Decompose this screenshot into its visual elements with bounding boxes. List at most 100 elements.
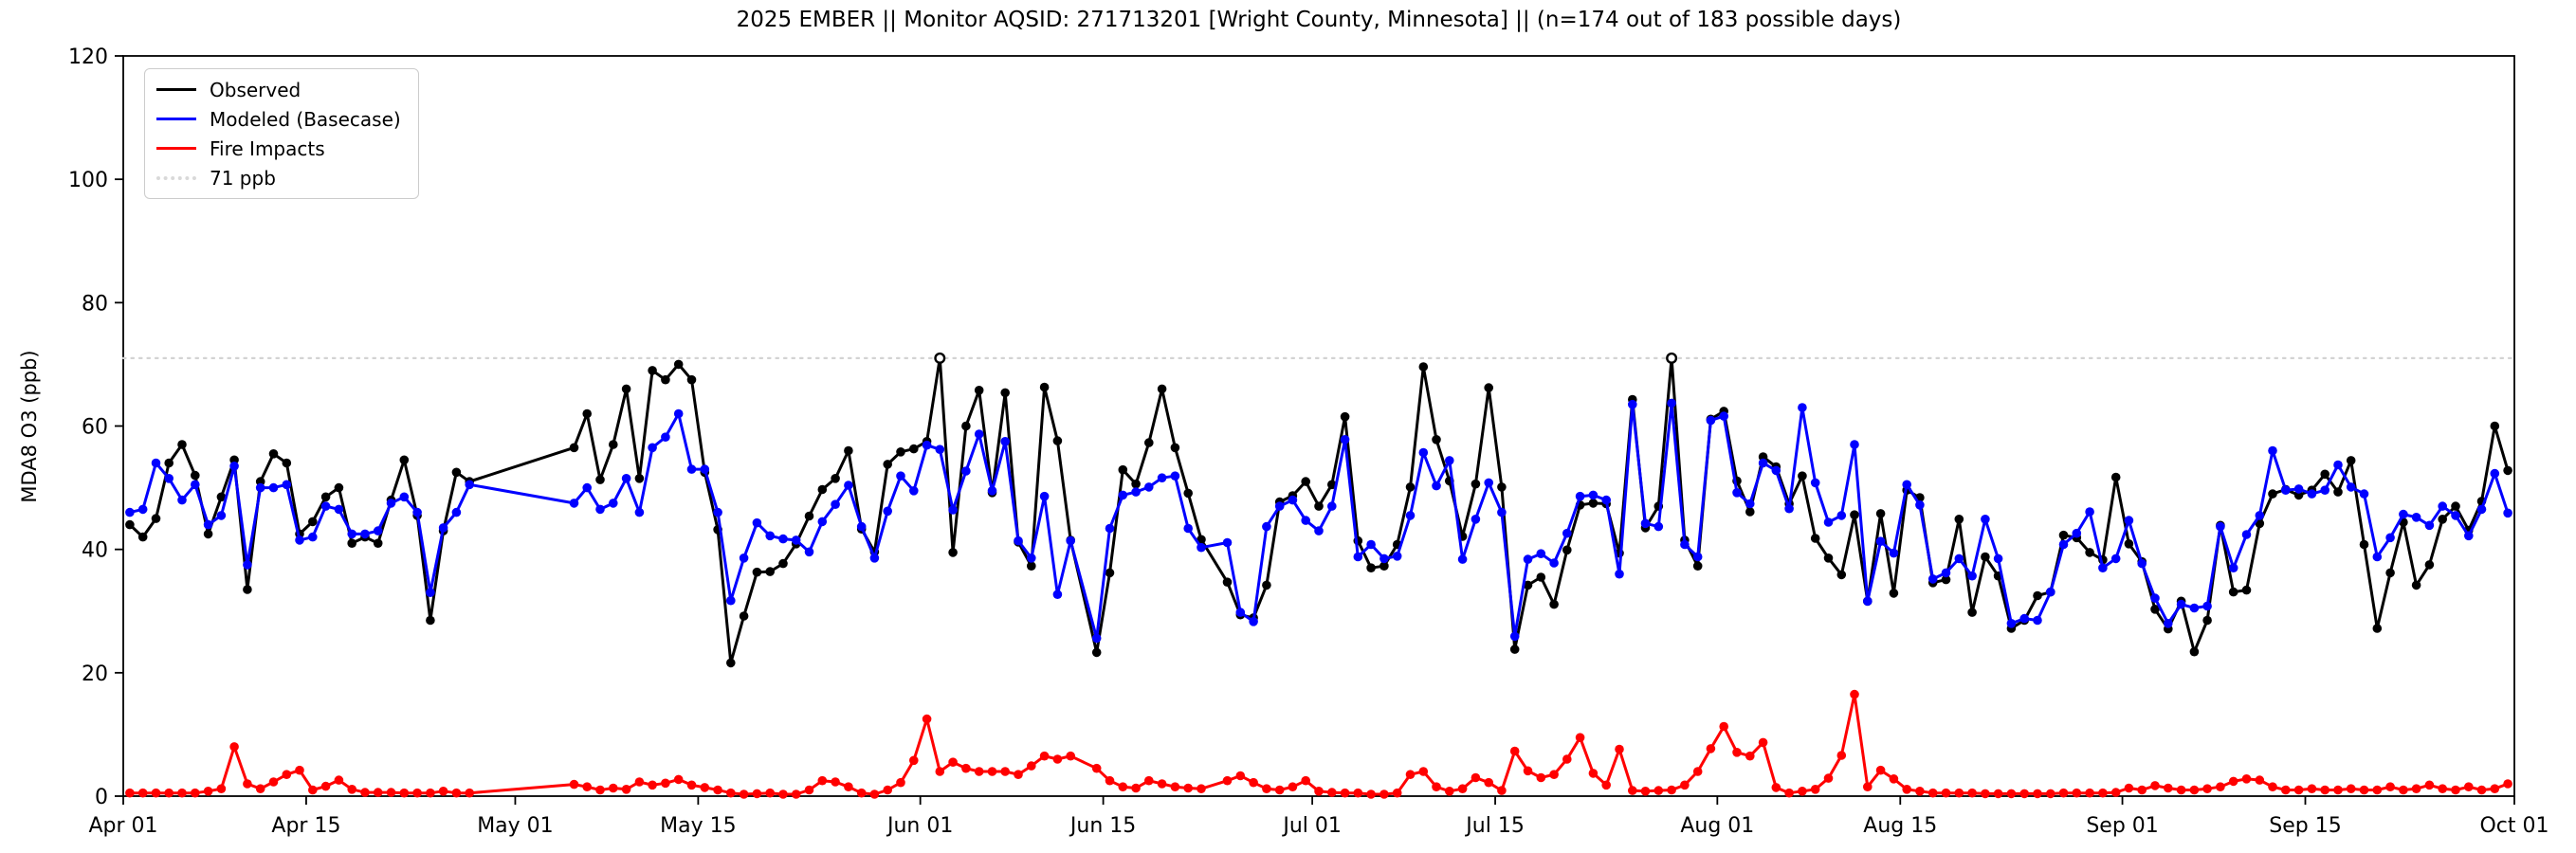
modeled-point (673, 408, 684, 419)
modeled-point (426, 588, 435, 597)
modeled-point (2124, 516, 2134, 525)
observed-point (243, 585, 252, 594)
observed-point (883, 460, 892, 469)
modeled-point (1640, 518, 1651, 529)
fire-impacts-point (1902, 785, 1911, 794)
legend-label-fire: Fire Impacts (210, 136, 325, 160)
fire-impacts-point (700, 783, 710, 792)
fire-impacts-point (726, 788, 736, 798)
fire-impacts-point (1340, 788, 1350, 798)
observed-point (1405, 482, 1416, 492)
fire-impacts-point (1706, 744, 1716, 753)
fire-impacts-point (1379, 789, 1389, 799)
modeled-point (151, 458, 161, 468)
modeled-point (1144, 482, 1154, 492)
modeled-point (752, 517, 762, 528)
modeled-point (2333, 460, 2343, 470)
fire-impacts-point (1798, 787, 1807, 796)
observed-point (2359, 539, 2369, 550)
modeled-point (1915, 500, 1925, 510)
fire-impacts-point (582, 782, 592, 791)
observed-point (347, 538, 357, 548)
fire-impacts-point (137, 788, 148, 798)
modeled-point (282, 480, 292, 490)
observed-point (1170, 443, 1180, 453)
modeled-point (412, 507, 422, 517)
modeled-point (2228, 563, 2238, 572)
modeled-point (2411, 513, 2421, 522)
modeled-point (1798, 403, 1807, 412)
modeled-point (661, 432, 670, 443)
modeled-point (2058, 539, 2069, 550)
observed-point (1144, 438, 1154, 447)
observed-point (2503, 465, 2512, 476)
modeled-point (1392, 552, 1402, 561)
x-axis-tick-label: Jul 15 (1464, 814, 1525, 838)
fire-impacts-point (2072, 788, 2082, 798)
observed-point (1836, 570, 1847, 580)
fire-impacts-point (1274, 785, 1285, 795)
modeled-point (922, 440, 932, 450)
fire-impacts-point (1588, 769, 1599, 778)
observed-point (661, 374, 670, 385)
modeled-point (1601, 495, 1611, 505)
modeled-point (987, 486, 997, 496)
modeled-point (1157, 473, 1167, 483)
fire-impacts-point (2216, 782, 2225, 791)
observed-point (2189, 646, 2200, 657)
observed-point (686, 374, 697, 385)
modeled-point (1954, 554, 1964, 564)
observed-point (1366, 563, 1376, 572)
observed-point (1850, 510, 1859, 519)
modeled-point (1301, 516, 1310, 525)
threshold-line-sample-icon (156, 175, 196, 180)
observed-point (151, 514, 161, 523)
modeled-point (2424, 520, 2435, 531)
fire-impacts-point (1823, 773, 1834, 783)
modeled-point (1523, 554, 1533, 564)
fire-impacts-point (2320, 785, 2329, 795)
modeled-point (2255, 511, 2265, 520)
fire-impacts-point (1850, 689, 1859, 699)
fire-impacts-point (2150, 781, 2160, 790)
fire-impacts-point (648, 780, 657, 790)
modeled-point (386, 499, 396, 508)
modeled-point (974, 429, 984, 439)
modeled-point (137, 504, 148, 515)
observed-point (1549, 599, 1559, 609)
modeled-point (347, 529, 357, 539)
observed-point (334, 482, 344, 493)
observed-point (177, 440, 187, 449)
modeled-point (1118, 490, 1128, 500)
fire-impacts-point (465, 788, 475, 798)
fire-impacts-point (412, 788, 422, 798)
modeled-point (1653, 521, 1664, 532)
modeled-point (909, 486, 919, 496)
modeled-point (791, 535, 801, 545)
observed-point (2411, 580, 2421, 590)
fire-impacts-point (909, 755, 919, 766)
x-axis-tick-label: Sep 01 (2086, 814, 2158, 838)
modeled-point (1588, 490, 1599, 500)
fire-impacts-point (1197, 784, 1206, 793)
modeled-point (2451, 511, 2460, 520)
fire-impacts-point (1667, 785, 1676, 795)
modeled-point (621, 474, 631, 483)
modeled-point (1549, 558, 1559, 568)
fire-impacts-point (948, 757, 958, 767)
modeled-point (2385, 533, 2395, 543)
fire-impacts-point (1091, 763, 1102, 773)
fire-impacts-point (2202, 784, 2212, 793)
fire-impacts-point (1954, 788, 1964, 798)
observed-point (2372, 624, 2383, 633)
fire-impacts-point (1719, 721, 1728, 732)
modeled-point (1222, 537, 1233, 548)
modeled-point (582, 482, 592, 493)
observed-point (1105, 568, 1115, 578)
fire-impacts-point (1249, 777, 1258, 788)
modeled-point (399, 492, 410, 502)
fire-impacts-point (935, 767, 945, 776)
modeled-point (1732, 488, 1742, 498)
modeled-point (1993, 554, 2003, 564)
fire-impacts-point (1981, 789, 1990, 799)
